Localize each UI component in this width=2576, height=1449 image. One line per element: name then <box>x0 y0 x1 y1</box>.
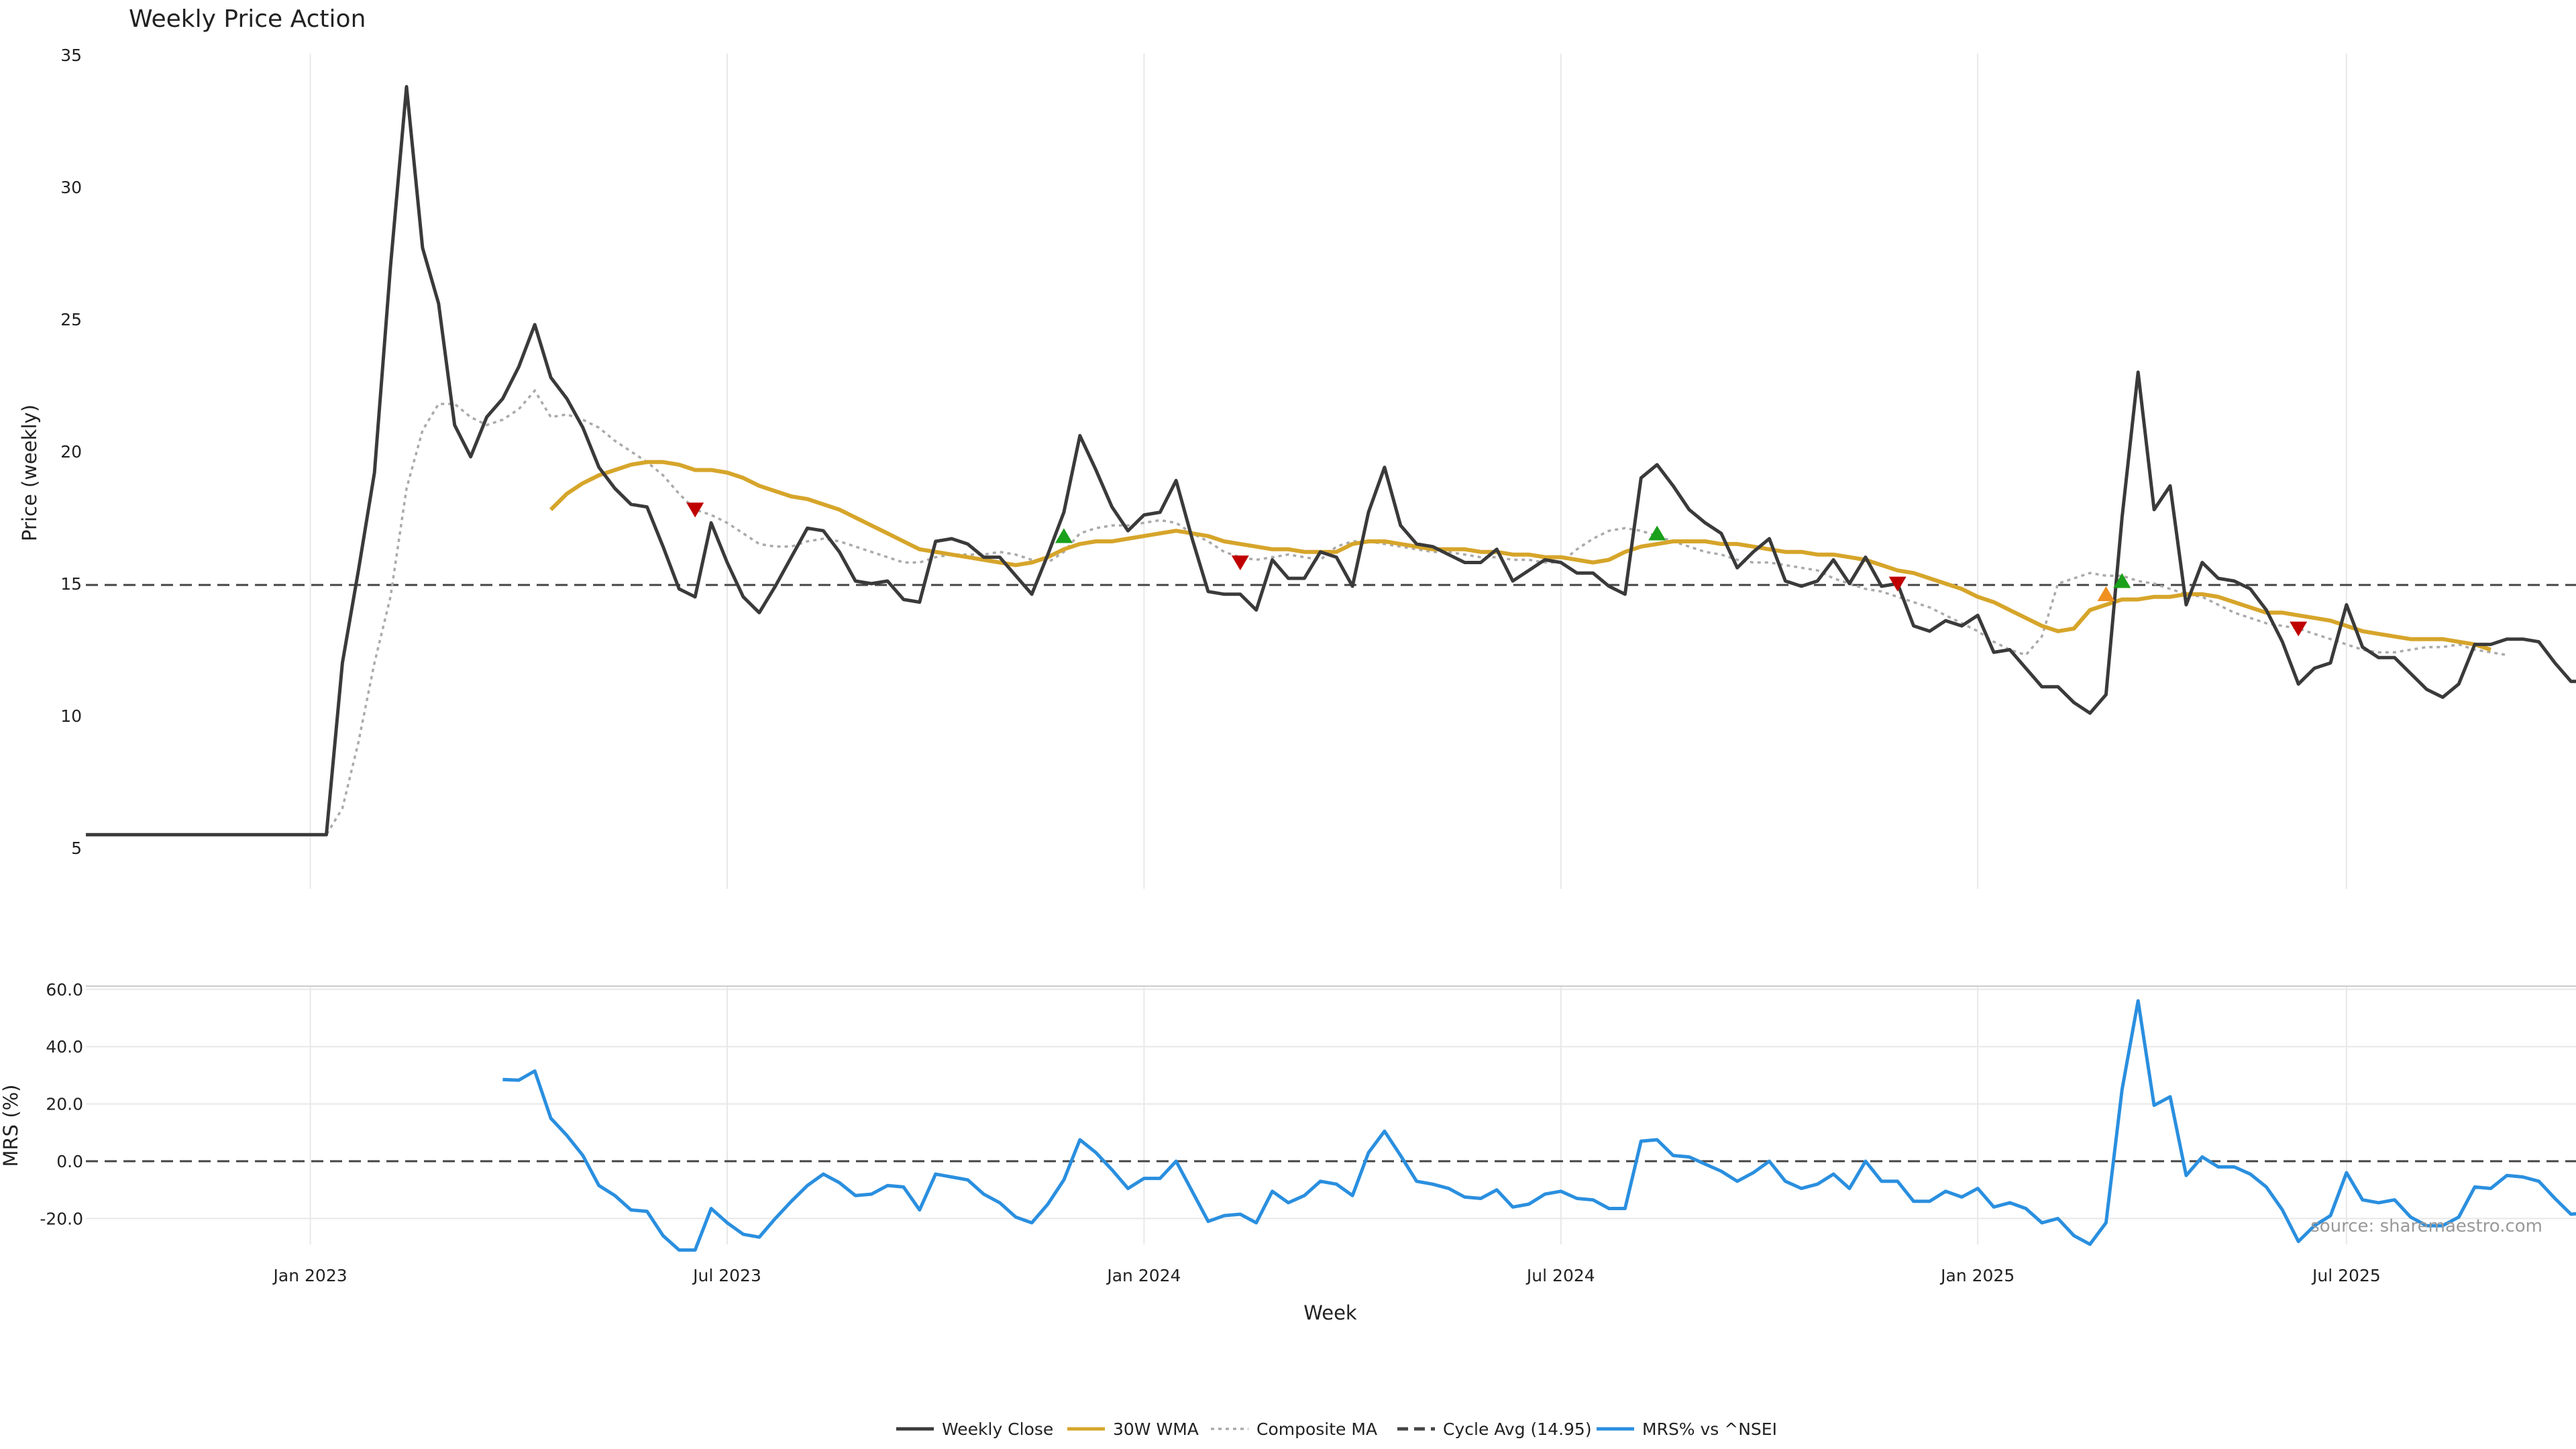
legend-item: MRS% vs ^NSEI <box>1597 1419 1777 1439</box>
buy-signal-marker <box>1648 525 1666 541</box>
x-ticks: Jan 2023 Jul 2023 Jan 2024 Jul 2024 Jan 2025… <box>272 1266 2381 1285</box>
legend-item: Cycle Avg (14.95) <box>1397 1419 1592 1439</box>
mrs-y-ticks: -20.0 0.0 20.0 40.0 60.0 <box>40 980 83 1229</box>
price-y-tick-label: 35 <box>60 46 82 65</box>
legend-label: Cycle Avg (14.95) <box>1443 1419 1592 1439</box>
mrs-y-tick-label: 0.0 <box>56 1152 83 1171</box>
legend-label: Weekly Close <box>942 1419 1053 1439</box>
mrs-line <box>502 999 2576 1252</box>
price-y-tick-label: 10 <box>60 706 82 726</box>
legend-item: Weekly Close <box>896 1419 1053 1439</box>
caution-signal-marker <box>2097 586 2115 602</box>
x-tick-label: Jan 2024 <box>1106 1266 1181 1285</box>
mrs-y-axis-label: MRS (%) <box>0 1085 22 1167</box>
mrs-y-tick-label: 20.0 <box>46 1095 83 1114</box>
price-y-ticks: 5 10 15 20 25 30 35 <box>60 46 82 858</box>
weekly-close-line <box>86 85 2576 837</box>
price-y-tick-label: 5 <box>71 839 82 858</box>
sell-signal-marker <box>2290 621 2308 637</box>
legend-label: 30W WMA <box>1113 1419 1199 1439</box>
wma-30w-line <box>549 460 2491 652</box>
mrs-y-tick-label: 40.0 <box>46 1037 83 1057</box>
mrs-series <box>502 999 2576 1252</box>
sell-signal-marker <box>1231 555 1249 571</box>
legend-item: 30W WMA <box>1067 1419 1199 1439</box>
mrs-grid <box>86 985 2576 1244</box>
buy-signal-marker <box>2113 573 2131 588</box>
price-markers <box>686 502 2308 637</box>
x-axis-label: Week <box>1303 1301 1357 1324</box>
price-y-tick-label: 30 <box>60 178 82 197</box>
sell-signal-marker <box>686 502 704 518</box>
buy-signal-marker <box>1055 528 1073 543</box>
chart-title: Weekly Price Action <box>129 5 366 33</box>
legend-label: MRS% vs ^NSEI <box>1642 1419 1777 1439</box>
price-y-tick-label: 20 <box>60 442 82 462</box>
sell-signal-marker <box>1888 576 1907 592</box>
legend: Weekly Close 30W WMA Composite MA Cycle Avg… <box>896 1419 1777 1439</box>
x-tick-label: Jul 2025 <box>2311 1266 2381 1285</box>
price-y-axis-label: Price (weekly) <box>18 405 41 541</box>
price-y-tick-label: 25 <box>60 310 82 329</box>
price-y-tick-label: 15 <box>60 574 82 594</box>
mrs-y-tick-label: -20.0 <box>40 1209 83 1228</box>
price-grid <box>309 54 2347 889</box>
composite-ma-line <box>150 388 2508 837</box>
x-tick-label: Jan 2023 <box>272 1266 347 1285</box>
price-series <box>86 85 2576 837</box>
x-tick-label: Jan 2025 <box>1939 1266 2015 1285</box>
x-tick-label: Jul 2023 <box>692 1266 761 1285</box>
x-tick-label: Jul 2024 <box>1525 1266 1595 1285</box>
mrs-y-tick-label: 60.0 <box>46 980 83 1000</box>
source-note: source: sharemaestro.com <box>2310 1216 2542 1236</box>
legend-item: Composite MA <box>1211 1419 1377 1439</box>
legend-label: Composite MA <box>1256 1419 1377 1439</box>
